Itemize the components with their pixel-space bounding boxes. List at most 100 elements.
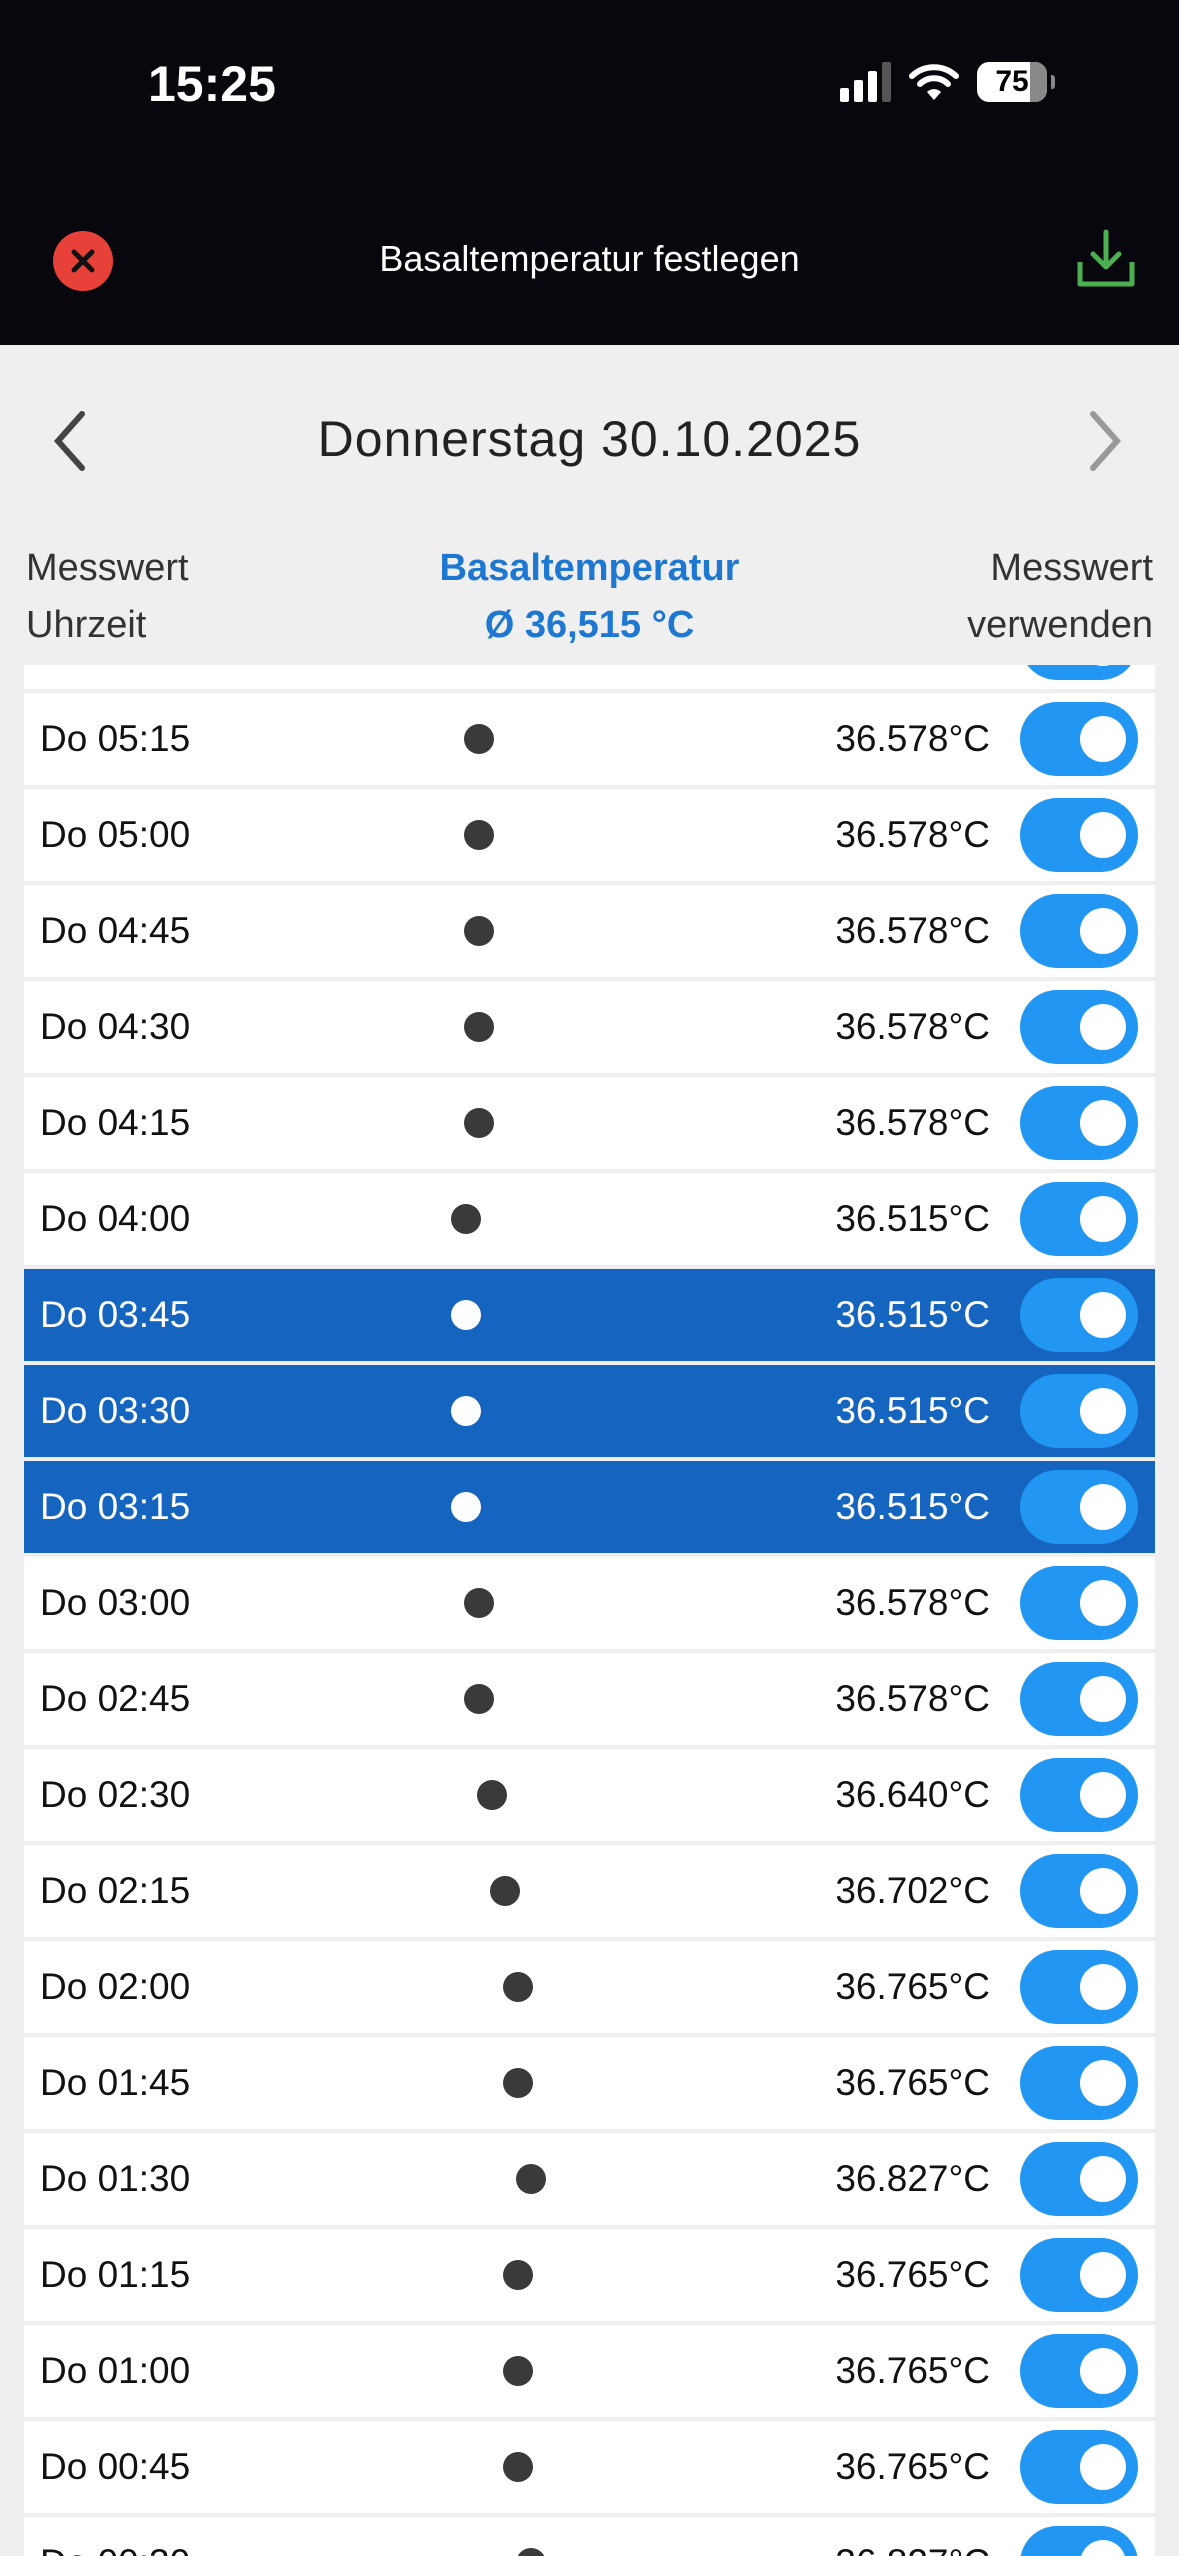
use-value-toggle[interactable] — [1020, 1854, 1138, 1928]
use-value-toggle[interactable] — [1020, 2238, 1138, 2312]
use-value-toggle[interactable] — [1020, 665, 1138, 680]
table-row[interactable]: Do 01:15 36.765°C — [24, 2229, 1155, 2321]
temperature-dot — [477, 1780, 508, 1810]
temperature-dot — [464, 1012, 495, 1042]
use-value-toggle[interactable] — [1020, 702, 1138, 776]
toggle-knob — [1080, 2060, 1126, 2106]
use-value-toggle[interactable] — [1020, 2526, 1138, 2556]
nav-title: Basaltemperatur festlegen — [379, 238, 800, 279]
temperature-dot — [451, 1396, 481, 1426]
temperature-dot — [464, 1108, 495, 1138]
status-time: 15:25 — [148, 56, 276, 112]
use-value-toggle[interactable] — [1020, 2334, 1138, 2408]
column-header-use-line2: verwenden — [967, 604, 1153, 646]
temperature-dot — [503, 2260, 534, 2290]
date-title: Donnerstag 30.10.2025 — [317, 411, 862, 467]
row-temperature: 36.765°C — [835, 2446, 990, 2487]
row-temperature: 36.515°C — [835, 1390, 990, 1431]
toggle-knob — [1080, 812, 1126, 858]
use-value-toggle[interactable] — [1020, 2046, 1138, 2120]
use-value-toggle[interactable] — [1020, 1758, 1138, 1832]
toggle-knob — [1080, 2540, 1126, 2556]
row-time: Do 03:15 — [40, 1486, 191, 1527]
table-row[interactable]: Do 03:45 36.515°C — [24, 1269, 1155, 1361]
table-row[interactable]: Do 03:15 36.515°C — [24, 1461, 1155, 1553]
toggle-knob — [1080, 1676, 1126, 1722]
column-header-time-line2: Uhrzeit — [26, 604, 147, 646]
toggle-knob — [1080, 1868, 1126, 1914]
table-row[interactable]: Do 04:15 36.578°C — [24, 1077, 1155, 1169]
temperature-dot — [503, 2452, 534, 2482]
previous-day-button[interactable] — [50, 410, 90, 477]
use-value-toggle[interactable] — [1020, 1950, 1138, 2024]
use-value-toggle[interactable] — [1020, 1470, 1138, 1544]
column-header-use-line1: Messwert — [990, 547, 1153, 589]
row-time: Do 01:15 — [40, 2254, 191, 2295]
row-temperature: 36.578°C — [835, 1102, 990, 1143]
table-row[interactable]: Do 04:00 36.515°C — [24, 1173, 1155, 1265]
use-value-toggle[interactable] — [1020, 1086, 1138, 1160]
use-value-toggle[interactable] — [1020, 894, 1138, 968]
table-row[interactable]: Do 03:30 36.515°C — [24, 1365, 1155, 1457]
use-value-toggle[interactable] — [1020, 2142, 1138, 2216]
table-row[interactable]: Do 02:30 36.640°C — [24, 1749, 1155, 1841]
save-button[interactable] — [1075, 228, 1137, 295]
table-row[interactable]: Do 03:00 36.578°C — [24, 1557, 1155, 1649]
battery-icon: 75 — [977, 62, 1047, 102]
use-value-toggle[interactable] — [1020, 1278, 1138, 1352]
measurement-list[interactable]: Do 05:15 36.578°C Do 05:00 36.578°C Do 04:45… — [24, 665, 1155, 2556]
toggle-knob — [1080, 2156, 1126, 2202]
table-row[interactable]: Do 00:45 36.765°C — [24, 2421, 1155, 2513]
temperature-dot — [503, 1972, 534, 2002]
use-value-toggle[interactable] — [1020, 1662, 1138, 1736]
table-row[interactable]: Do 02:45 36.578°C — [24, 1653, 1155, 1745]
cellular-signal-icon — [840, 62, 891, 102]
row-temperature: 36.578°C — [835, 1678, 990, 1719]
date-navigation: Donnerstag 30.10.2025 — [0, 400, 1179, 480]
row-time: Do 01:45 — [40, 2062, 191, 2103]
toggle-knob — [1080, 1196, 1126, 1242]
table-row[interactable]: Do 00:30 36.827°C — [24, 2517, 1155, 2556]
column-header-time: Messwert Uhrzeit — [26, 540, 189, 654]
top-bar: 15:25 75 Basaltemperatur festlegen — [0, 0, 1179, 345]
close-icon — [71, 249, 95, 273]
table-row[interactable]: Do 01:00 36.765°C — [24, 2325, 1155, 2417]
row-temperature: 36.578°C — [835, 814, 990, 855]
row-temperature: 36.515°C — [835, 1486, 990, 1527]
use-value-toggle[interactable] — [1020, 990, 1138, 1064]
row-time: Do 04:45 — [40, 910, 191, 951]
toggle-knob — [1080, 908, 1126, 954]
toggle-knob — [1080, 1292, 1126, 1338]
use-value-toggle[interactable] — [1020, 1182, 1138, 1256]
temperature-dot — [464, 916, 495, 946]
table-row[interactable]: Do 05:15 36.578°C — [24, 693, 1155, 785]
close-button[interactable] — [53, 231, 113, 291]
toggle-knob — [1080, 1580, 1126, 1626]
row-time: Do 05:00 — [40, 814, 191, 855]
toggle-knob — [1080, 2348, 1126, 2394]
table-row[interactable]: Do 04:30 36.578°C — [24, 981, 1155, 1073]
row-time: Do 05:15 — [40, 718, 191, 759]
use-value-toggle[interactable] — [1020, 2430, 1138, 2504]
temperature-dot — [464, 1588, 495, 1618]
use-value-toggle[interactable] — [1020, 798, 1138, 872]
temperature-dot — [451, 1204, 481, 1234]
table-row[interactable]: Do 01:45 36.765°C — [24, 2037, 1155, 2129]
temperature-dot — [451, 1300, 481, 1330]
row-temperature: 36.578°C — [835, 910, 990, 951]
row-time: Do 02:30 — [40, 1774, 191, 1815]
row-time: Do 00:30 — [40, 2517, 190, 2556]
toggle-knob — [1080, 2444, 1126, 2490]
table-row[interactable]: Do 04:45 36.578°C — [24, 885, 1155, 977]
table-row[interactable]: Do 02:15 36.702°C — [24, 1845, 1155, 1937]
next-day-button[interactable] — [1085, 410, 1125, 477]
table-row[interactable]: Do 01:30 36.827°C — [24, 2133, 1155, 2225]
row-time: Do 03:45 — [40, 1294, 191, 1335]
use-value-toggle[interactable] — [1020, 1566, 1138, 1640]
table-row[interactable]: Do 05:00 36.578°C — [24, 789, 1155, 881]
table-row[interactable]: Do 02:00 36.765°C — [24, 1941, 1155, 2033]
use-value-toggle[interactable] — [1020, 1374, 1138, 1448]
toggle-knob — [1080, 1964, 1126, 2010]
temperature-dot — [451, 1492, 481, 1522]
row-temperature: 36.578°C — [835, 1006, 990, 1047]
